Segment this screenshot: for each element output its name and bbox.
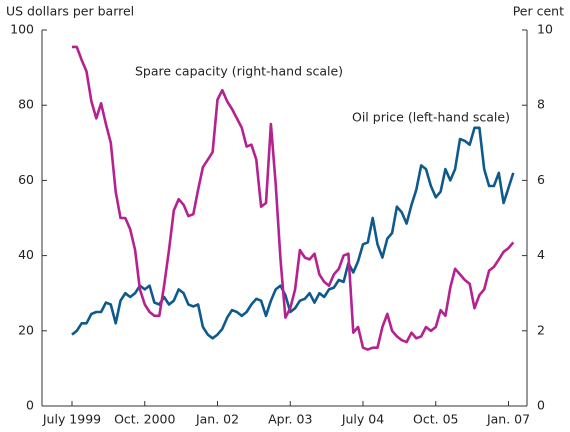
x-tick-label: July 04 xyxy=(341,412,384,427)
y-tick-label: 20 xyxy=(18,322,34,337)
annotation: Oil price (left-hand scale) xyxy=(352,110,510,125)
y-tick-label: 40 xyxy=(18,247,34,262)
line-series xyxy=(72,45,515,351)
x-tick-label: Jan. 02 xyxy=(195,412,239,427)
annotation: Spare capacity (right-hand scale) xyxy=(135,64,343,79)
y2-tick-label: 0 xyxy=(537,398,545,413)
x-tick-label: Oct. 05 xyxy=(413,412,458,427)
y2-axis-label: Per cent xyxy=(513,4,564,19)
x-tick-label: July 1999 xyxy=(42,412,101,427)
line-series xyxy=(71,126,515,340)
y2-tick-label: 2 xyxy=(537,322,545,337)
y-axis-label: US dollars per barrel xyxy=(6,4,134,19)
y2-tick-label: 6 xyxy=(537,172,545,187)
x-tick-label: Jan. 07 xyxy=(486,412,530,427)
y-tick-label: 0 xyxy=(26,398,34,413)
y-tick-label: 60 xyxy=(18,172,34,187)
y2-tick-label: 10 xyxy=(537,22,553,37)
x-tick-label: Oct. 2000 xyxy=(114,412,175,427)
y-tick-label: 80 xyxy=(18,97,34,112)
y2-tick-label: 4 xyxy=(537,247,545,262)
y-tick-label: 100 xyxy=(10,22,34,37)
y2-tick-label: 8 xyxy=(537,97,545,112)
x-tick-label: Apr. 03 xyxy=(268,412,312,427)
